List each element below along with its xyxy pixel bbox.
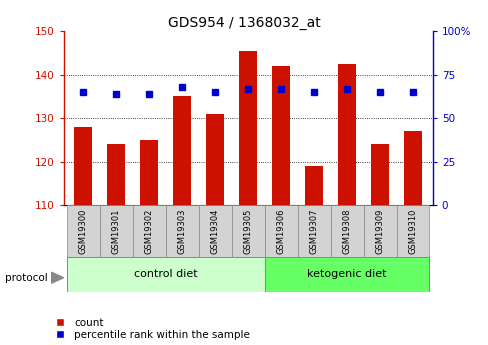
Text: GSM19300: GSM19300 bbox=[79, 208, 88, 254]
Polygon shape bbox=[51, 272, 63, 283]
Bar bbox=[297, 205, 330, 257]
Bar bbox=[173, 96, 191, 205]
Bar bbox=[100, 205, 133, 257]
Legend: count, percentile rank within the sample: count, percentile rank within the sample bbox=[49, 318, 249, 340]
Text: GSM19306: GSM19306 bbox=[276, 208, 285, 254]
Bar bbox=[107, 144, 125, 205]
Text: GDS954 / 1368032_at: GDS954 / 1368032_at bbox=[168, 16, 320, 30]
Bar bbox=[330, 205, 363, 257]
Bar bbox=[396, 205, 428, 257]
Bar bbox=[67, 257, 264, 292]
Bar bbox=[165, 205, 198, 257]
Bar bbox=[403, 131, 421, 205]
Text: protocol: protocol bbox=[5, 273, 47, 283]
Bar bbox=[133, 205, 165, 257]
Text: GSM19302: GSM19302 bbox=[144, 208, 153, 254]
Bar bbox=[67, 205, 100, 257]
Bar bbox=[337, 64, 355, 205]
Text: GSM19309: GSM19309 bbox=[375, 208, 384, 254]
Text: GSM19308: GSM19308 bbox=[342, 208, 351, 254]
Bar bbox=[264, 257, 428, 292]
Bar bbox=[239, 51, 257, 205]
Bar bbox=[198, 205, 231, 257]
Text: GSM19307: GSM19307 bbox=[309, 208, 318, 254]
Bar bbox=[305, 166, 323, 205]
Text: ketogenic diet: ketogenic diet bbox=[306, 269, 386, 279]
Bar bbox=[264, 205, 297, 257]
Bar bbox=[363, 205, 396, 257]
Text: GSM19304: GSM19304 bbox=[210, 208, 219, 254]
Bar bbox=[74, 127, 92, 205]
Text: GSM19310: GSM19310 bbox=[407, 208, 417, 254]
Text: GSM19303: GSM19303 bbox=[177, 208, 186, 254]
Text: GSM19305: GSM19305 bbox=[243, 208, 252, 254]
Text: control diet: control diet bbox=[134, 269, 197, 279]
Bar bbox=[206, 114, 224, 205]
Bar bbox=[370, 144, 388, 205]
Bar bbox=[140, 140, 158, 205]
Bar bbox=[271, 66, 289, 205]
Text: GSM19301: GSM19301 bbox=[112, 208, 121, 254]
Bar bbox=[231, 205, 264, 257]
